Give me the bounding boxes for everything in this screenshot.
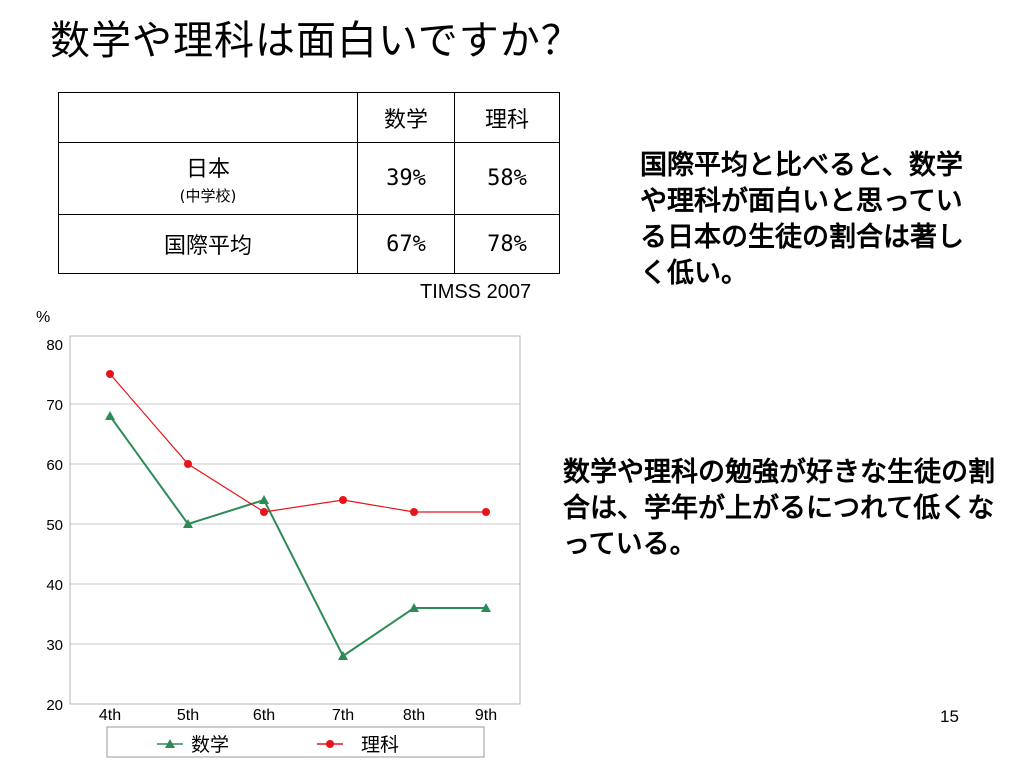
data-point-science bbox=[106, 370, 114, 378]
legend-marker-science bbox=[326, 740, 334, 748]
y-tick-label: 80 bbox=[46, 337, 63, 354]
chart-axes: 20 30 40 50 60 70 80% 4th 5th 6th 7th 8th 9th bbox=[36, 309, 497, 724]
comparison-table: 数学 理科 日本 (中学校) 39% 58% 国際平均 67% 78% bbox=[58, 92, 560, 274]
data-point-science bbox=[184, 460, 192, 468]
y-tick-label: 60 bbox=[46, 457, 63, 474]
table-header-row: 数学 理科 bbox=[58, 92, 560, 143]
cell-japan-math: 39% bbox=[357, 142, 455, 215]
table-header-science: 理科 bbox=[454, 92, 560, 143]
slide-title: 数学や理科は面白いですか？ bbox=[50, 18, 582, 64]
x-tick-label: 5th bbox=[177, 707, 199, 724]
data-point-science bbox=[339, 496, 347, 504]
page-number: 15 bbox=[940, 707, 959, 726]
data-point-math bbox=[481, 603, 491, 612]
y-tick-label: 50 bbox=[46, 517, 63, 534]
data-point-math bbox=[409, 603, 419, 612]
legend-marker-math bbox=[165, 739, 175, 748]
data-point-math bbox=[183, 519, 193, 528]
y-tick-label: 70 bbox=[46, 397, 63, 414]
table-row: 国際平均 67% 78% bbox=[58, 214, 560, 274]
plot-area bbox=[69, 335, 521, 705]
data-point-math bbox=[338, 651, 348, 660]
y-tick-label: 40 bbox=[46, 577, 63, 594]
y-axis-label: % bbox=[36, 309, 50, 326]
row-label: 国際平均 bbox=[163, 234, 252, 259]
x-tick-label: 6th bbox=[253, 707, 275, 724]
data-point-science bbox=[482, 508, 490, 516]
note-grade-trend: 数学や理科の勉強が好きな生徒の割合は、学年が上がるにつれて低くなっている。 bbox=[563, 457, 995, 560]
chart-legend: 数学 理科 bbox=[106, 726, 485, 758]
y-tick-label: 30 bbox=[46, 637, 63, 654]
cell-intl-science: 78% bbox=[454, 214, 560, 274]
data-point-math bbox=[105, 411, 115, 420]
y-tick-label: 20 bbox=[46, 697, 63, 714]
data-point-math bbox=[259, 495, 269, 504]
x-tick-label: 4th bbox=[99, 707, 121, 724]
x-tick-label: 8th bbox=[403, 707, 425, 724]
row-label-international: 国際平均 bbox=[58, 214, 358, 274]
table-header-empty bbox=[58, 92, 358, 143]
legend-label-science: 理科 bbox=[361, 734, 399, 756]
legend-label-math: 数学 bbox=[191, 734, 229, 756]
data-point-science bbox=[410, 508, 418, 516]
chart-series bbox=[105, 370, 491, 660]
data-point-science bbox=[260, 508, 268, 516]
series-line-math bbox=[109, 415, 486, 658]
cell-japan-science: 58% bbox=[454, 142, 560, 215]
table-source: TIMSS 2007 bbox=[420, 281, 532, 303]
row-sublabel: (中学校) bbox=[179, 187, 237, 205]
legend-box bbox=[106, 726, 485, 758]
row-label: 日本 bbox=[185, 157, 230, 182]
cell-intl-math: 67% bbox=[357, 214, 455, 274]
series-line-science bbox=[109, 373, 486, 513]
x-tick-label: 9th bbox=[475, 707, 497, 724]
table-header-math: 数学 bbox=[357, 92, 455, 143]
note-international-comparison: 国際平均と比べると、数学や理科が面白いと思っている日本の生徒の割合は著しく低い。 bbox=[640, 150, 964, 289]
x-tick-label: 7th bbox=[332, 707, 354, 724]
